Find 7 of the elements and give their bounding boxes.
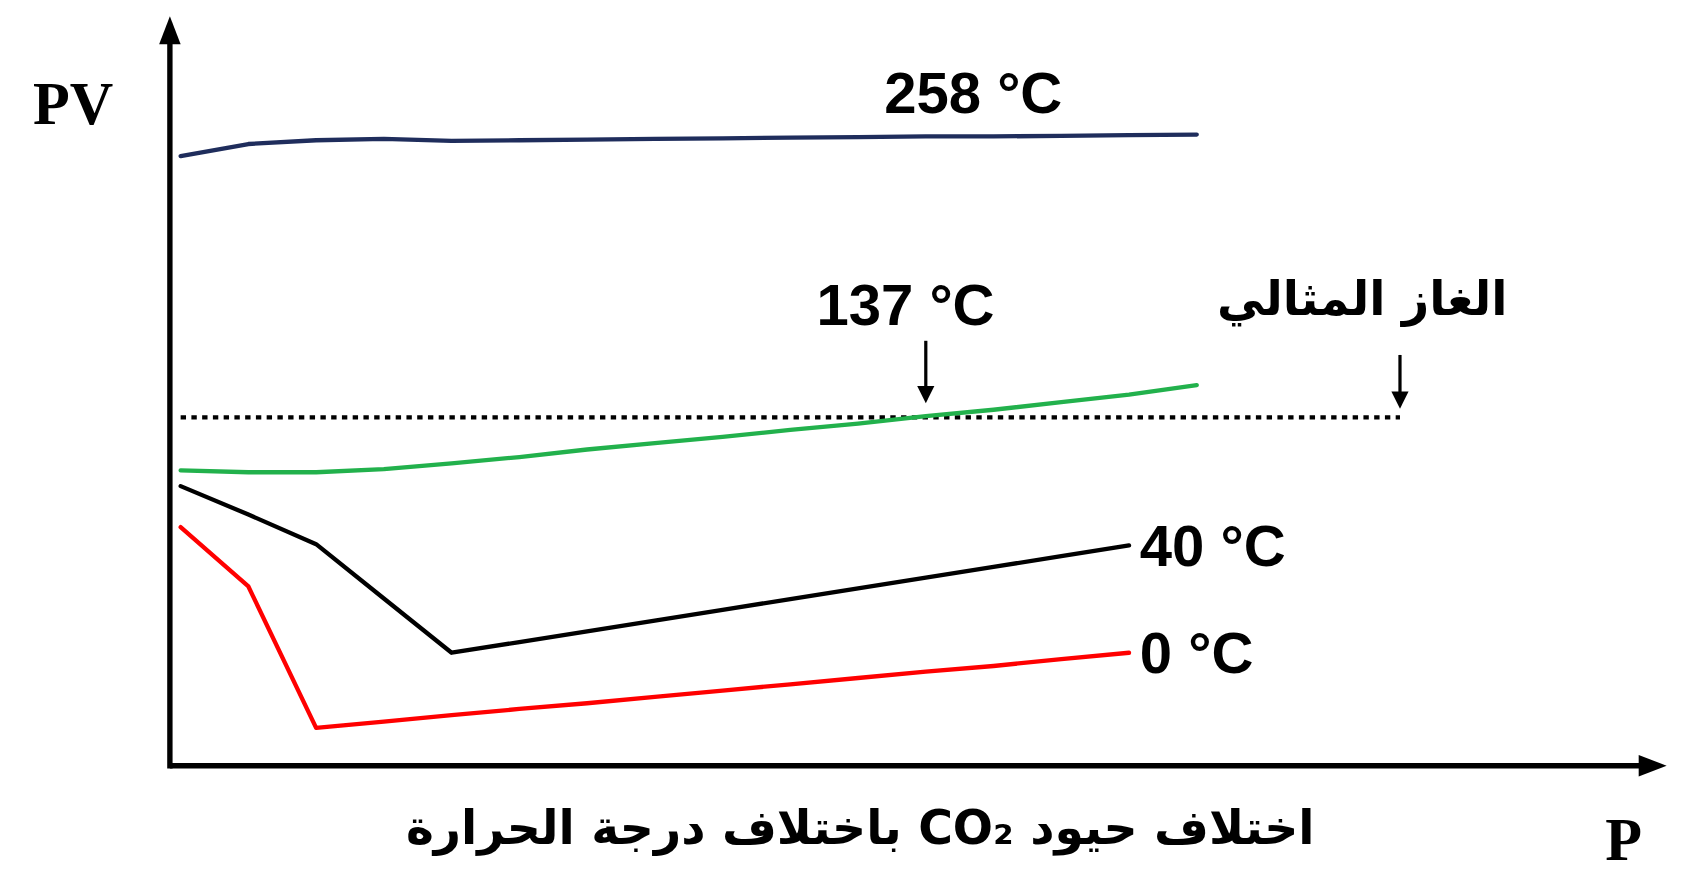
series[2].name: 40 °C <box>1139 512 1286 578</box>
series[1].name: 137 °C <box>816 271 995 337</box>
annotations[1]: P <box>1605 806 1643 874</box>
annotations[0]: اختلاف حيود CO₂ باختلاف درجة الحرارة <box>405 800 1315 856</box>
series[3].name: 0 °C <box>1139 620 1254 686</box>
series[0].name: 258 °C <box>884 60 1063 126</box>
ylabel: PV <box>33 69 114 137</box>
